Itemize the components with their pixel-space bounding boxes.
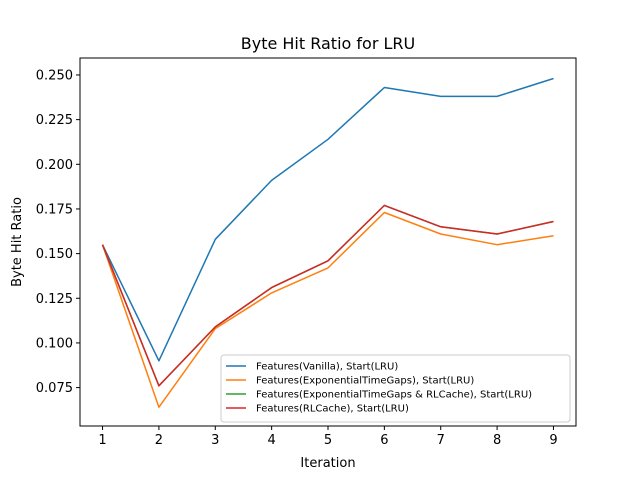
axis-layer: 1 2 3 4 5 6 7 8 9 0.075 0.100 0.125 0.150 0.175 0.200 0…	[36, 68, 558, 448]
chart-title: Byte Hit Ratio for LRU	[241, 34, 415, 53]
y-tick-label: 0.100	[36, 336, 73, 351]
series-line-4	[101, 204, 554, 387]
x-tick-label: 1	[98, 433, 106, 448]
x-tick-label: 3	[211, 433, 219, 448]
y-tick-label: 0.175	[36, 202, 73, 217]
x-tick-label: 8	[493, 433, 501, 448]
y-tick-label: 0.200	[36, 158, 73, 173]
series-layer	[101, 77, 554, 408]
legend-label: Features(Vanilla), Start(LRU)	[256, 362, 398, 373]
y-tick-label: 0.150	[36, 247, 73, 262]
y-tick-label: 0.125	[36, 292, 73, 307]
y-tick-label: 0.250	[36, 68, 73, 83]
legend-label: Features(ExponentialTimeGaps), Start(LRU…	[256, 376, 474, 387]
x-tick-label: 6	[380, 433, 388, 448]
y-tick-label: 0.225	[36, 113, 73, 128]
x-tick-label: 7	[437, 433, 445, 448]
legend-label: Features(RLCache), Start(LRU)	[256, 404, 409, 415]
series-line-1	[101, 77, 554, 362]
legend-label: Features(ExponentialTimeGaps & RLCache),…	[256, 390, 532, 401]
x-tick-label: 9	[549, 433, 557, 448]
y-tick-label: 0.075	[36, 381, 73, 396]
x-tick-label: 2	[155, 433, 163, 448]
y-axis-title: Byte Hit Ratio	[10, 197, 25, 287]
legend-box	[220, 354, 571, 423]
legend: Features(Vanilla), Start(LRU) Features(Ex…	[220, 354, 571, 423]
x-axis-title: Iteration	[300, 456, 355, 471]
x-tick-label: 5	[324, 433, 332, 448]
x-tick-label: 4	[267, 433, 275, 448]
series-line-2	[101, 211, 554, 408]
plot-frame	[79, 57, 577, 427]
